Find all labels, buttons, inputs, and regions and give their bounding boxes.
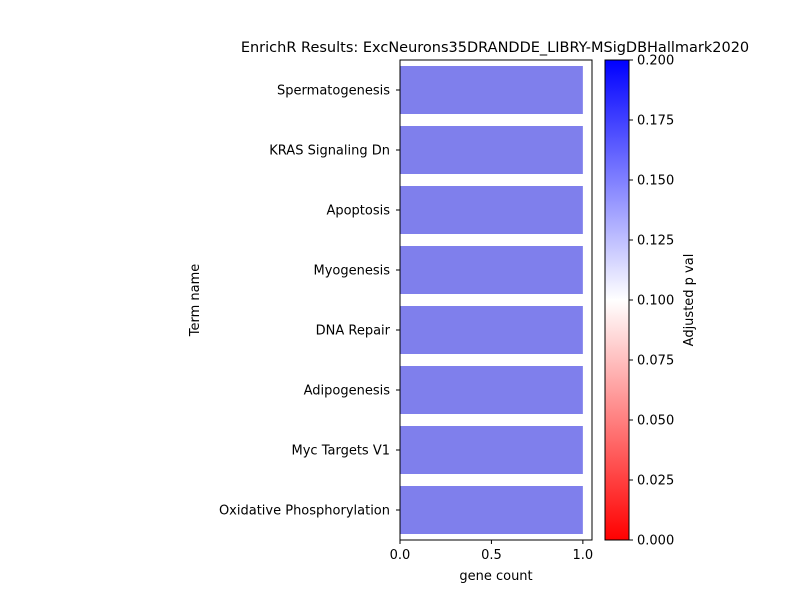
colorbar-tick-label: 0.175 [637,114,674,129]
y-tick-label: Spermatogenesis [277,84,390,99]
y-tick-label: Myc Targets V1 [292,444,390,459]
x-tick-label: 1.0 [573,548,594,563]
y-tick-label: Apoptosis [326,204,390,219]
colorbar-tick-label: 0.125 [637,234,674,249]
y-tick-layer: Spermatogenesis KRAS Signaling Dn Apoptosi… [219,84,400,519]
chart-title: EnrichR Results: ExcNeurons35DRANDDE_LIB… [241,40,749,56]
bar [400,246,583,294]
plot-frame [399,59,593,541]
colorbar-tick-label: 0.200 [637,54,674,69]
colorbar-tick-label: 0.000 [637,534,674,549]
bar [400,186,583,234]
x-tick-label: 0.0 [390,548,411,563]
y-tick-label: DNA Repair [316,324,391,339]
colorbar-tick-label: 0.075 [637,354,674,369]
y-tick-label: Myogenesis [313,264,390,279]
y-axis-label: Term name [188,264,203,338]
colorbar-tick-label: 0.025 [637,474,674,489]
bar [400,306,583,354]
bars-layer [400,66,583,534]
bar [400,66,583,114]
x-tick-layer: 0.0 0.5 1.0 [390,540,594,563]
colorbar-tick-label: 0.050 [637,414,674,429]
y-tick-label: KRAS Signaling Dn [269,144,390,159]
bar [400,366,583,414]
bar [400,486,583,534]
colorbar-tick-layer: 0.000 0.025 0.050 0.075 0.100 0.125 0.150 0.175… [629,54,674,549]
bar [400,426,583,474]
y-tick-label: Adipogenesis [304,384,391,399]
colorbar [604,59,630,541]
x-axis-label: gene count [459,569,532,584]
colorbar-tick-label: 0.100 [637,294,674,309]
colorbar-tick-label: 0.150 [637,174,674,189]
x-tick-label: 0.5 [481,548,502,563]
colorbar-label: Adjusted p val [682,254,697,347]
bar [400,126,583,174]
y-tick-label: Oxidative Phosphorylation [219,504,390,519]
